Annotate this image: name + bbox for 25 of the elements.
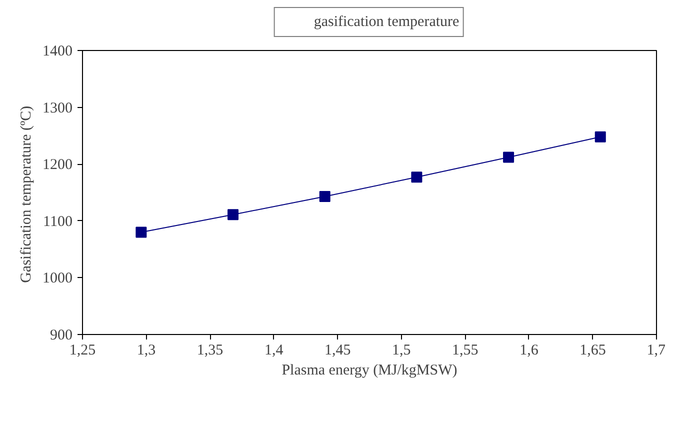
x-tick-label: 1,65: [580, 342, 606, 358]
x-tick-label: 1,6: [520, 342, 539, 358]
x-tick-label: 1,5: [392, 342, 411, 358]
point: [411, 172, 422, 183]
point: [228, 209, 239, 220]
y-tick-label: 1000: [42, 270, 72, 287]
y-tick-label: 1200: [42, 157, 72, 174]
point: [136, 226, 147, 238]
y-tick-label: 1100: [43, 214, 73, 230]
y-tick-label: 1300: [42, 100, 72, 116]
x-tick-label: 1,45: [324, 342, 351, 358]
point: [503, 152, 514, 163]
y-axis-title: Gasification temperature (ºC): [18, 106, 34, 283]
x-tick-label: 1,4: [264, 342, 284, 358]
y-tick-label: 1400: [42, 44, 72, 60]
text: gasification temperature: [314, 14, 460, 30]
y-tick-label: 900: [50, 328, 72, 344]
x-tick-label: 1,3: [136, 342, 156, 358]
x-tick-label: 1,35: [196, 342, 224, 358]
point: [319, 190, 330, 202]
x-axis-title: Plasma energy (MJ/kgMSW): [282, 362, 458, 378]
x-tick-label: 1,25: [69, 342, 96, 358]
x-tick-label: 1,7: [646, 342, 666, 358]
x-tick-label: 1,55: [452, 342, 478, 358]
point: [594, 131, 606, 142]
